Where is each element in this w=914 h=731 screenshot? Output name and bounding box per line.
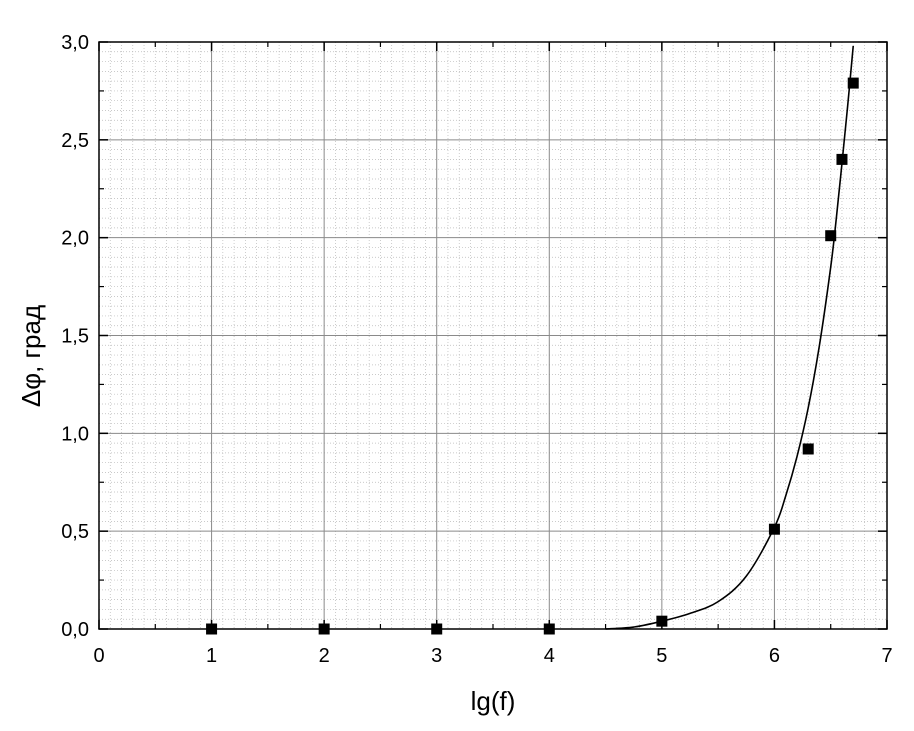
y-tick-label: 1,5 <box>61 326 89 348</box>
x-tick-label: 4 <box>544 645 555 667</box>
y-tick-label: 0,5 <box>61 521 89 543</box>
x-axis-title: lg(f) <box>471 686 516 716</box>
y-tick-label: 2,5 <box>61 130 89 152</box>
data-point <box>206 623 218 635</box>
major-grid <box>99 42 887 629</box>
y-axis-title: Δφ, град <box>16 305 46 407</box>
data-point <box>768 523 780 535</box>
data-point <box>836 153 848 165</box>
data-point <box>656 615 668 627</box>
x-tick-label: 6 <box>769 645 780 667</box>
x-tick-label: 7 <box>881 645 892 667</box>
plot-frame <box>98 41 888 630</box>
y-tick-label: 2,0 <box>61 228 89 250</box>
y-tick-label: 3,0 <box>61 32 89 54</box>
x-tick-label: 3 <box>431 645 442 667</box>
data-point <box>318 623 330 635</box>
data-points <box>206 77 859 635</box>
y-tick-labels: 0,0 0,5 1,0 1,5 2,0 2,5 3,0 <box>61 32 89 641</box>
data-point <box>543 623 555 635</box>
x-tick-labels: 0 1 2 3 4 5 6 7 <box>93 645 892 667</box>
fit-curve <box>605 45 855 630</box>
x-tick-label: 5 <box>656 645 667 667</box>
x-tick-label: 1 <box>206 645 217 667</box>
data-point <box>431 623 443 635</box>
y-tick-label: 0,0 <box>61 619 89 641</box>
y-tick-label: 1,0 <box>61 423 89 445</box>
x-tick-label: 2 <box>319 645 330 667</box>
data-point <box>825 230 837 242</box>
data-point <box>802 443 814 455</box>
data-point <box>847 77 859 89</box>
x-tick-label: 0 <box>93 645 104 667</box>
